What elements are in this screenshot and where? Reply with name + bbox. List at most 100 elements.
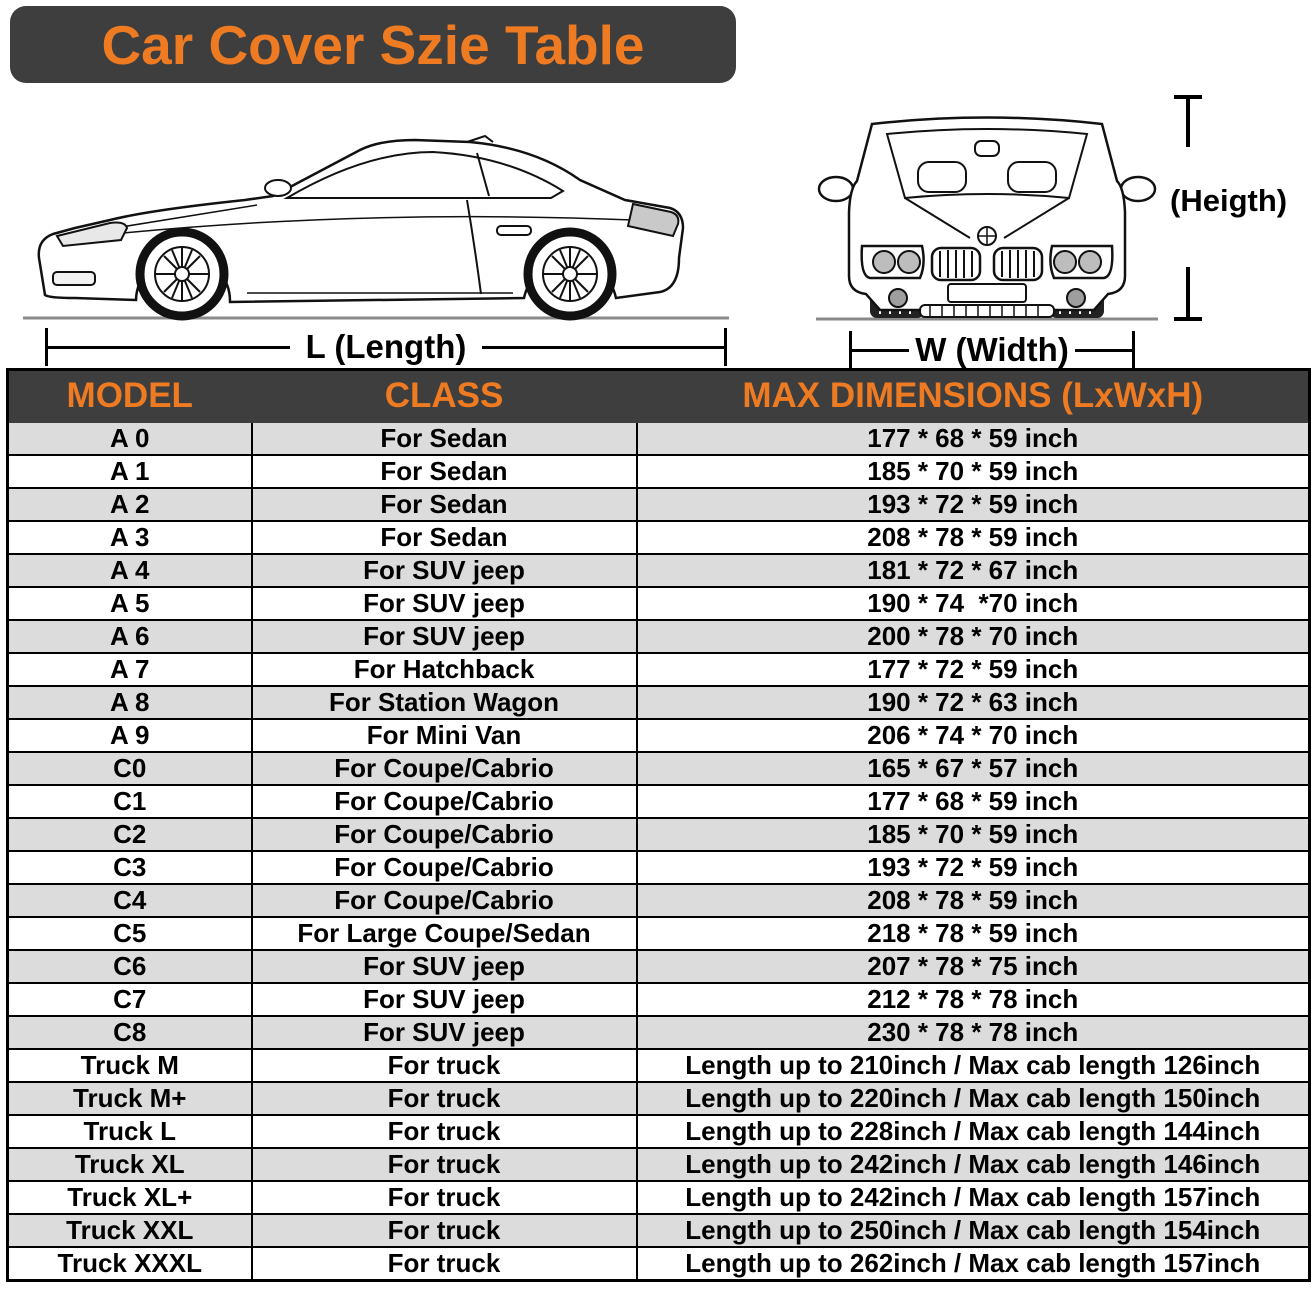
column-header-class: CLASS xyxy=(250,368,638,423)
table-row: A 6 For SUV jeep 200 * 78 * 70 inch xyxy=(6,619,1311,654)
size-table-body: A 0 For Sedan 177 * 68 * 59 inch A 1 For… xyxy=(6,421,1311,1282)
class-cell: For Coupe/Cabrio xyxy=(250,751,638,786)
table-row: A 2 For Sedan 193 * 72 * 59 inch xyxy=(6,487,1311,522)
column-header-max-dimensions: MAX DIMENSIONS (LxWxH) xyxy=(635,368,1311,423)
class-cell: For Coupe/Cabrio xyxy=(250,784,638,819)
class-cell: For Sedan xyxy=(250,520,638,555)
dimension-tick xyxy=(849,331,852,369)
model-cell: Truck XL+ xyxy=(6,1180,253,1215)
left-seat-headrest xyxy=(917,161,967,193)
class-cell: For truck xyxy=(250,1180,638,1215)
dimensions-cell: 208 * 78 * 59 inch xyxy=(635,883,1311,918)
class-cell: For Coupe/Cabrio xyxy=(250,817,638,852)
kidney-grilles xyxy=(930,246,1044,282)
table-row: C6 For SUV jeep 207 * 78 * 75 inch xyxy=(6,949,1311,984)
model-cell: C2 xyxy=(6,817,253,852)
door-line xyxy=(466,199,482,295)
dimensions-cell: 177 * 68 * 59 inch xyxy=(635,784,1311,819)
shoulder-line xyxy=(74,215,676,239)
table-row: Truck XL+ For truck Length up to 242inch… xyxy=(6,1180,1311,1215)
dimension-line xyxy=(482,345,724,349)
dimensions-cell: 212 * 78 * 78 inch xyxy=(635,982,1311,1017)
table-row: Truck L For truck Length up to 228inch /… xyxy=(6,1114,1311,1149)
class-cell: For SUV jeep xyxy=(250,982,638,1017)
table-row: A 1 For Sedan 185 * 70 * 59 inch xyxy=(6,454,1311,489)
class-cell: For truck xyxy=(250,1114,638,1149)
front-wheel xyxy=(135,227,229,321)
class-cell: For truck xyxy=(250,1048,638,1083)
hood-creases xyxy=(904,197,1070,239)
model-cell: C3 xyxy=(6,850,253,885)
dimension-line xyxy=(48,345,290,349)
rearview-mirror xyxy=(974,140,1000,157)
class-cell: For Mini Van xyxy=(250,718,638,753)
model-cell: A 9 xyxy=(6,718,253,753)
door-handle xyxy=(496,225,532,236)
model-cell: Truck XL xyxy=(6,1147,253,1182)
title-banner: Car Cover Szie Table xyxy=(10,6,736,83)
model-cell: A 5 xyxy=(6,586,253,621)
table-row: A 5 For SUV jeep 190 * 74 *70 inch xyxy=(6,586,1311,621)
dimensions-cell: Length up to 242inch / Max cab length 14… xyxy=(635,1147,1311,1182)
rear-wheel xyxy=(523,227,617,321)
model-cell: C1 xyxy=(6,784,253,819)
length-dimension: L (Length) xyxy=(45,326,727,368)
dimensions-cell: 181 * 72 * 67 inch xyxy=(635,553,1311,588)
class-cell: For Sedan xyxy=(250,487,638,522)
table-row: C2 For Coupe/Cabrio 185 * 70 * 59 inch xyxy=(6,817,1311,852)
model-cell: Truck XXXL xyxy=(6,1246,253,1282)
table-row: A 3 For Sedan 208 * 78 * 59 inch xyxy=(6,520,1311,555)
model-cell: C0 xyxy=(6,751,253,786)
model-cell: A 8 xyxy=(6,685,253,720)
dimensions-cell: 177 * 72 * 59 inch xyxy=(635,652,1311,687)
width-dimension: W (Width) xyxy=(849,329,1135,371)
dimensions-cell: Length up to 250inch / Max cab length 15… xyxy=(635,1213,1311,1248)
dimension-tick xyxy=(724,328,727,366)
dimensions-cell: 207 * 78 * 75 inch xyxy=(635,949,1311,984)
class-cell: For Large Coupe/Sedan xyxy=(250,916,638,951)
model-cell: Truck L xyxy=(6,1114,253,1149)
table-row: A 4 For SUV jeep 181 * 72 * 67 inch xyxy=(6,553,1311,588)
left-headlight xyxy=(860,244,925,280)
dimensions-cell: 185 * 70 * 59 inch xyxy=(635,817,1311,852)
right-headlight xyxy=(1049,244,1114,280)
table-row: A 8 For Station Wagon 190 * 72 * 63 inch xyxy=(6,685,1311,720)
left-fog-light xyxy=(888,288,908,308)
table-row: Truck XXL For truck Length up to 250inch… xyxy=(6,1213,1311,1248)
model-cell: A 4 xyxy=(6,553,253,588)
lower-air-intake xyxy=(919,304,1055,318)
model-cell: C4 xyxy=(6,883,253,918)
table-row: A 0 For Sedan 177 * 68 * 59 inch xyxy=(6,421,1311,456)
model-cell: Truck XXL xyxy=(6,1213,253,1248)
right-seat-headrest xyxy=(1007,161,1057,193)
column-header-model: MODEL xyxy=(6,368,253,423)
table-row: Truck XL For truck Length up to 242inch … xyxy=(6,1147,1311,1182)
brand-roundel-icon xyxy=(977,226,997,246)
table-row: C4 For Coupe/Cabrio 208 * 78 * 59 inch xyxy=(6,883,1311,918)
model-cell: A 6 xyxy=(6,619,253,654)
dimensions-cell: 177 * 68 * 59 inch xyxy=(635,421,1311,456)
class-cell: For SUV jeep xyxy=(250,949,638,984)
size-table-header: MODEL CLASS MAX DIMENSIONS (LxWxH) xyxy=(6,368,1311,423)
license-plate xyxy=(947,283,1027,303)
dimensions-cell: 208 * 78 * 59 inch xyxy=(635,520,1311,555)
right-mirror xyxy=(1119,175,1157,203)
dimensions-cell: Length up to 242inch / Max cab length 15… xyxy=(635,1180,1311,1215)
class-cell: For Sedan xyxy=(250,421,638,456)
dimension-tick xyxy=(1132,331,1135,369)
b-pillar-line xyxy=(476,152,490,197)
table-row: A 9 For Mini Van 206 * 74 * 70 inch xyxy=(6,718,1311,753)
size-table: MODEL CLASS MAX DIMENSIONS (LxWxH) A 0 F… xyxy=(6,368,1311,1282)
model-cell: A 3 xyxy=(6,520,253,555)
dimensions-cell: 190 * 74 *70 inch xyxy=(635,586,1311,621)
dimension-line xyxy=(1186,95,1190,147)
headlight xyxy=(55,221,129,248)
class-cell: For Station Wagon xyxy=(250,685,638,720)
front-bumper-intake xyxy=(52,271,96,286)
right-fog-light xyxy=(1066,288,1086,308)
dimensions-cell: Length up to 228inch / Max cab length 14… xyxy=(635,1114,1311,1149)
model-cell: A 7 xyxy=(6,652,253,687)
dimensions-cell: 193 * 72 * 59 inch xyxy=(635,487,1311,522)
class-cell: For Sedan xyxy=(250,454,638,489)
